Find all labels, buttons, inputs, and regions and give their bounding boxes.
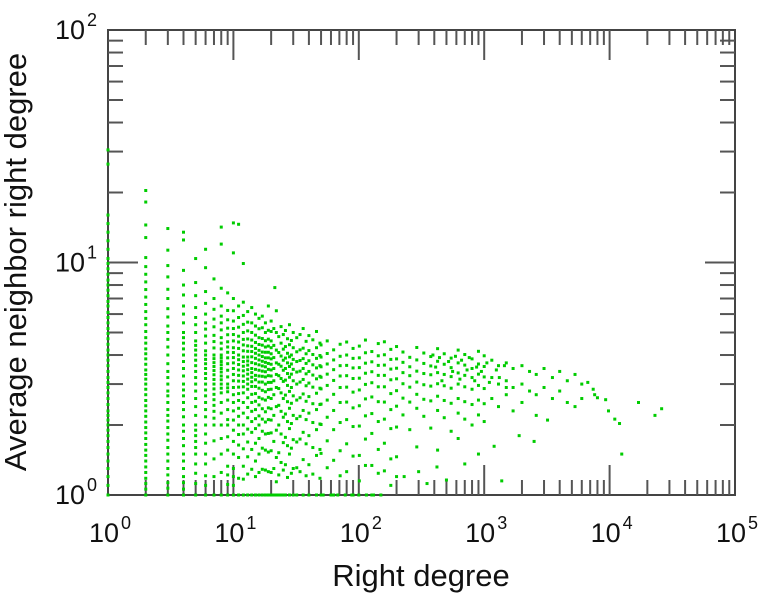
- y-axis-label: Average neighbor right degree: [0, 53, 33, 471]
- tick-label: 10 1: [214, 513, 256, 548]
- tick-label: 10 0: [89, 513, 131, 548]
- tick-labels: 10 0 10 1 10 2 10 3 10 4 10 5 10 0 10 1 10 2: [55, 10, 758, 548]
- tick-label: 10 2: [340, 513, 382, 548]
- tick-label: 10 3: [465, 513, 507, 548]
- plot-frame: [107, 29, 736, 496]
- tick-label: 10 2: [55, 10, 97, 45]
- tick-label: 10 0: [55, 475, 97, 510]
- axis-ticks: [108, 30, 735, 495]
- data-points: [106, 148, 664, 497]
- tick-label: 10 5: [716, 513, 758, 548]
- tick-label: 10 1: [55, 243, 97, 278]
- x-axis-label: Right degree: [332, 558, 510, 593]
- tick-label: 10 4: [591, 513, 633, 548]
